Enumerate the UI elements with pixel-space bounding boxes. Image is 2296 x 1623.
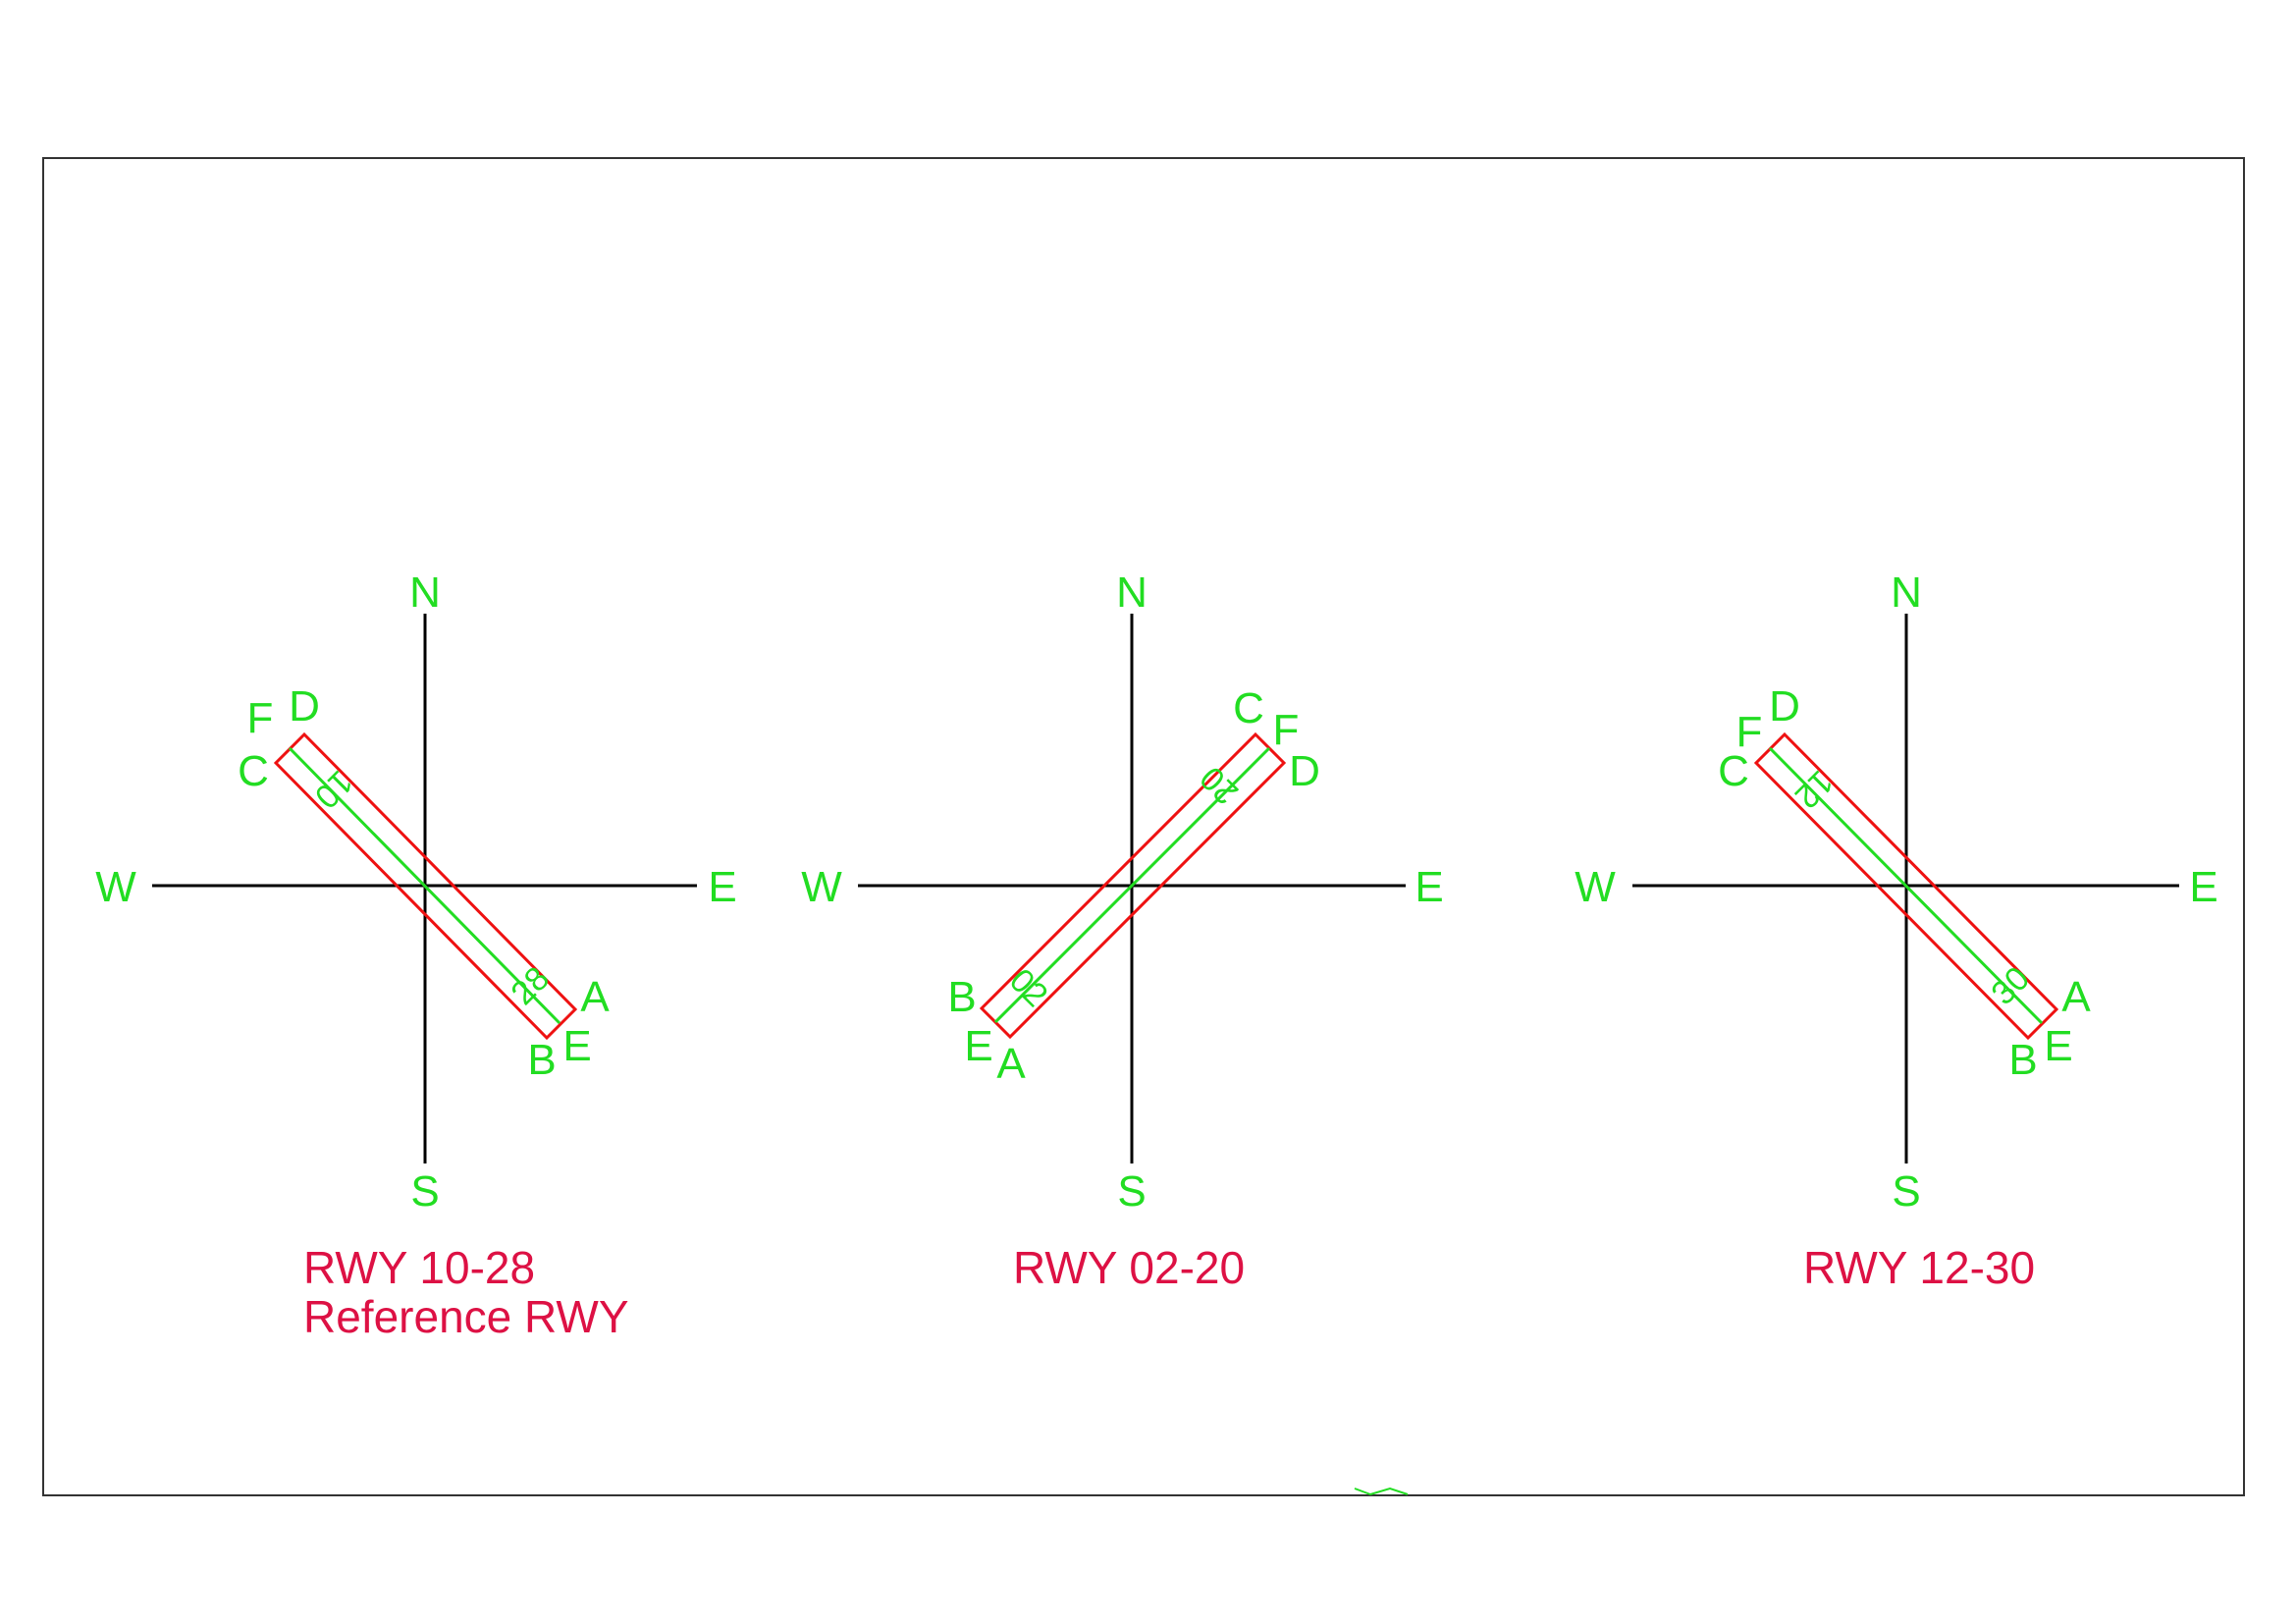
point-label-A: A [580, 973, 610, 1021]
compass-west-label: W [95, 863, 136, 911]
point-label-E: E [964, 1022, 992, 1070]
compass-west-label: W [801, 863, 842, 911]
compass-south-label: S [410, 1167, 439, 1216]
compass-east-label: E [1415, 863, 1443, 911]
runway-centerline [288, 746, 561, 1025]
runway-end-number-12: 12 [1788, 763, 1841, 816]
runway-panel-02-20: N S W E 02 20 A B C D E F RWY 02-20 [801, 568, 1443, 1293]
compass-east-label: E [2189, 863, 2217, 911]
runway-end-number-30: 30 [1984, 959, 2037, 1012]
runway-outline [1753, 731, 2059, 1041]
runway-end-number-20: 20 [1193, 759, 1246, 812]
drawing-frame [42, 157, 2245, 1496]
compass-east-label: E [708, 863, 736, 911]
runway-outline [979, 731, 1287, 1040]
point-label-F: F [1273, 706, 1300, 754]
compass-south-label: S [1892, 1167, 1920, 1216]
point-label-D: D [289, 682, 320, 730]
runway-end-number-10: 10 [307, 763, 360, 816]
runway-caption: RWY 02-20 [1013, 1242, 1245, 1293]
compass-west-label: W [1575, 863, 1616, 911]
runway-panel-10-28: N S W E 10 28 A B C D E F RWY 10-28 Refe… [95, 568, 736, 1342]
point-label-F: F [247, 694, 274, 742]
compass-north-label: N [1116, 568, 1148, 617]
runway-caption: RWY 12-30 [1803, 1242, 2035, 1293]
point-label-C: C [1233, 684, 1264, 732]
runway-panel-12-30: N S W E 12 30 A B C D E F RWY 12-30 [1575, 568, 2217, 1293]
point-label-E: E [2044, 1022, 2072, 1070]
runway-caption-subtitle: Reference RWY [303, 1291, 629, 1342]
point-label-A: A [996, 1040, 1026, 1088]
runway-outline [273, 731, 578, 1041]
point-label-E: E [562, 1022, 591, 1070]
point-label-D: D [1289, 747, 1320, 795]
runway-caption: RWY 10-28 [303, 1242, 535, 1293]
point-label-B: B [2008, 1036, 2037, 1084]
point-label-D: D [1769, 682, 1800, 730]
point-label-B: B [947, 973, 976, 1021]
runway-centerline [1768, 746, 2044, 1025]
compass-north-label: N [1891, 568, 1922, 617]
point-label-B: B [527, 1036, 556, 1084]
runway-centerline [993, 746, 1271, 1024]
frame-marker [1354, 1487, 1409, 1496]
compass-north-label: N [409, 568, 441, 617]
point-label-A: A [2061, 973, 2091, 1021]
point-label-C: C [238, 747, 269, 795]
point-label-F: F [1736, 708, 1763, 756]
point-label-C: C [1718, 747, 1749, 795]
compass-south-label: S [1117, 1167, 1146, 1216]
